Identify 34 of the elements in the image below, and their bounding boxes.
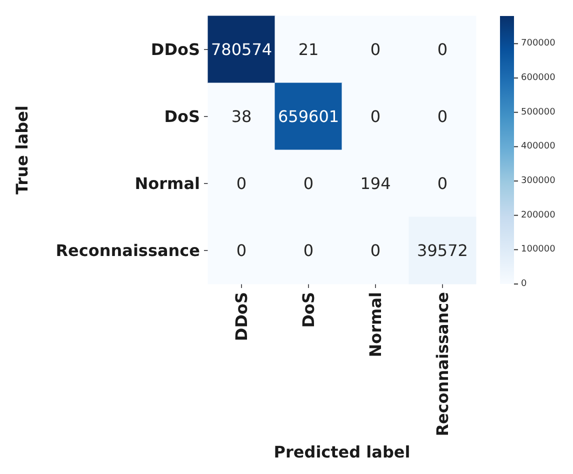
data-label: 0 (437, 174, 448, 193)
data-label: 38 (231, 107, 252, 126)
data-label: 39572 (417, 241, 468, 260)
data-label: 0 (236, 174, 247, 193)
data-label: 780574 (210, 40, 272, 59)
x-axis-title: Predicted label (274, 442, 410, 462)
data-label: 659601 (278, 107, 340, 126)
x-tick-label: DoS (299, 292, 318, 328)
color-bar-label: 200000 (521, 210, 556, 220)
data-label: 0 (303, 241, 314, 260)
color-bar-label: 300000 (521, 176, 556, 186)
color-bar-label: 500000 (521, 107, 556, 118)
color-bar-label: 100000 (521, 244, 556, 255)
x-tick-label: DDoS (232, 292, 251, 342)
data-label: 0 (437, 107, 448, 126)
data-label: 0 (236, 241, 247, 260)
y-axis-title: True label (12, 106, 32, 194)
color-bar-label: 0 (521, 279, 527, 289)
data-label: 0 (370, 107, 381, 126)
data-label: 194 (360, 174, 391, 193)
data-label: 0 (370, 241, 381, 260)
color-bar-label: 600000 (521, 73, 556, 83)
color-bar-label: 700000 (521, 38, 556, 49)
data-label: 21 (298, 40, 319, 59)
y-tick-label: DoS (164, 107, 200, 126)
x-tick-label: Normal (366, 292, 385, 358)
data-label: 0 (437, 40, 448, 59)
y-tick-label: DDoS (150, 40, 200, 59)
y-tick-label: Reconnaissance (56, 241, 200, 260)
color-bar-label: 400000 (521, 142, 556, 152)
data-label: 0 (303, 174, 314, 193)
y-tick-label: Normal (134, 174, 200, 193)
x-tick-label: Reconnaissance (433, 292, 452, 436)
data-label: 0 (370, 40, 381, 59)
